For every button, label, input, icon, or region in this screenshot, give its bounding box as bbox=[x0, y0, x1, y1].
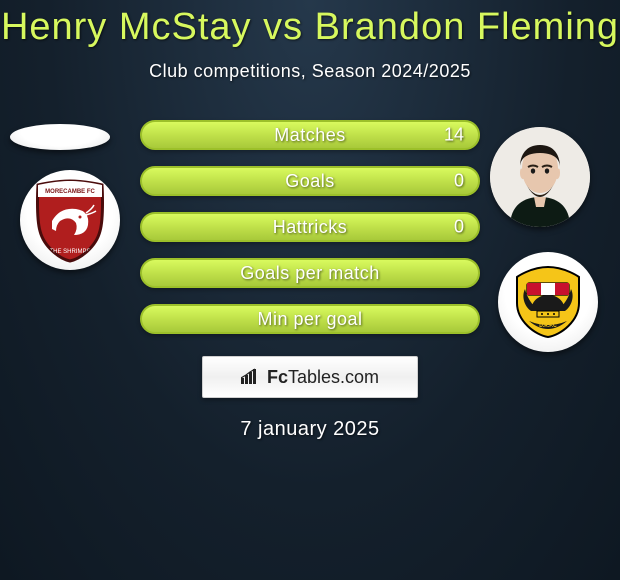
source-badge[interactable]: FcTables.com bbox=[202, 356, 418, 398]
stat-bar-matches: Matches 14 bbox=[140, 120, 480, 150]
stat-bar-hattricks: Hattricks 0 bbox=[140, 212, 480, 242]
badge-prefix: Fc bbox=[267, 367, 288, 387]
page-title: Henry McStay vs Brandon Fleming bbox=[0, 0, 620, 49]
badge-suffix: .com bbox=[340, 367, 379, 387]
doncaster-crest-icon: D.R.F.C bbox=[507, 259, 589, 346]
stat-label: Goals per match bbox=[240, 263, 380, 284]
stat-value-right: 0 bbox=[454, 217, 464, 238]
stat-bar-goals-per-match: Goals per match bbox=[140, 258, 480, 288]
stat-value-right: 14 bbox=[444, 125, 464, 146]
stat-bar-min-per-goal: Min per goal bbox=[140, 304, 480, 334]
svg-text:D.R.F.C: D.R.F.C bbox=[539, 323, 557, 329]
club-right-crest: D.R.F.C bbox=[498, 252, 598, 352]
source-badge-text: FcTables.com bbox=[267, 367, 379, 388]
date-text: 7 january 2025 bbox=[0, 418, 620, 441]
svg-text:MORECAMBE FC: MORECAMBE FC bbox=[45, 189, 95, 195]
club-left-crest: MORECAMBE FC THE SHRIMPS bbox=[20, 170, 120, 270]
stats-container: Matches 14 Goals 0 Hattricks 0 Goals per… bbox=[140, 120, 480, 334]
player-photo-icon bbox=[490, 127, 590, 227]
stat-label: Min per goal bbox=[257, 309, 362, 330]
stat-bar-goals: Goals 0 bbox=[140, 166, 480, 196]
player-right-avatar bbox=[490, 127, 590, 227]
stat-label: Hattricks bbox=[273, 217, 348, 238]
morecambe-crest-icon: MORECAMBE FC THE SHRIMPS bbox=[30, 177, 110, 263]
page-subtitle: Club competitions, Season 2024/2025 bbox=[0, 61, 620, 82]
bar-chart-icon bbox=[241, 368, 263, 386]
stat-value-right: 0 bbox=[454, 171, 464, 192]
player-left-avatar bbox=[10, 124, 110, 150]
stat-label: Goals bbox=[285, 171, 335, 192]
badge-main: Tables bbox=[288, 367, 340, 387]
stat-label: Matches bbox=[274, 125, 346, 146]
